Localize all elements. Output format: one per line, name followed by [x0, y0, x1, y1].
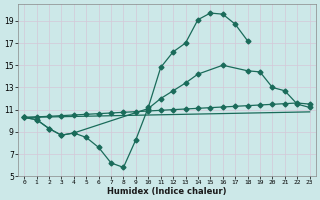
- X-axis label: Humidex (Indice chaleur): Humidex (Indice chaleur): [107, 187, 227, 196]
